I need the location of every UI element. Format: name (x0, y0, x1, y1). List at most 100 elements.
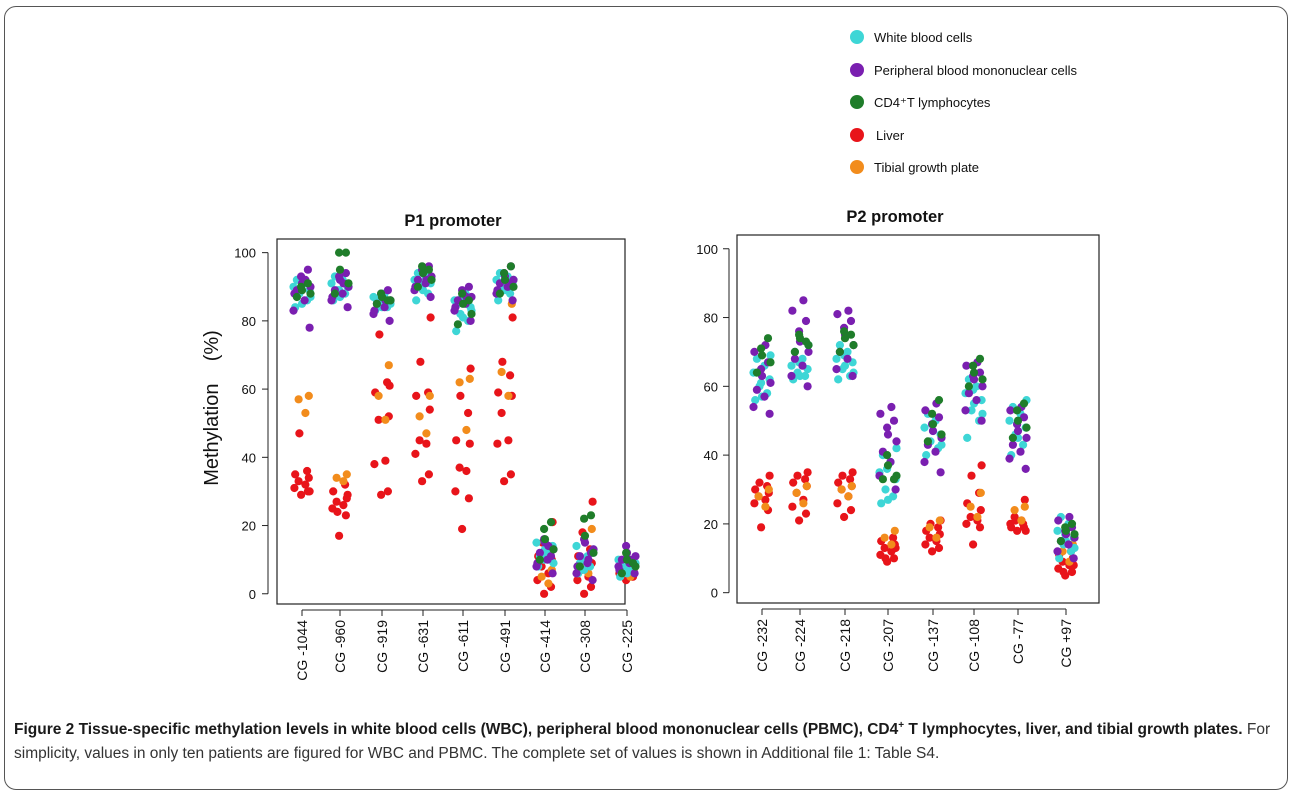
p2-data-point (1013, 526, 1022, 535)
p2-data-point (1070, 543, 1079, 553)
p2-data-point (840, 361, 850, 370)
p1-data-point (418, 477, 427, 486)
legend-item-pbmc: Peripheral blood mononuclear cells (850, 63, 1078, 78)
p1-data-point (413, 282, 422, 291)
p1-data-point (617, 569, 627, 578)
p2-y-tick-label: 100 (696, 242, 718, 257)
caption-title-sup: + (898, 720, 905, 731)
p2-data-point (832, 365, 841, 374)
p1-data-point (305, 323, 314, 332)
p2-data-point (976, 488, 985, 497)
p2-data-point (921, 540, 930, 549)
p2-data-point (975, 368, 985, 377)
p1-data-point (535, 555, 545, 564)
p2-x-tick-label: CG +97 (1058, 619, 1074, 668)
p1-data-point (465, 439, 474, 448)
p1-data-point (292, 292, 301, 302)
figure-frame (4, 6, 1288, 790)
p1-data-point (341, 248, 350, 257)
p1-data-point (370, 460, 379, 469)
p2-data-point (975, 523, 985, 532)
legend-marker-pbmc (850, 63, 864, 77)
p1-data-point (464, 408, 473, 418)
p2-data-point (763, 334, 773, 343)
p2-data-point (1005, 416, 1014, 425)
p1-data-point (335, 531, 344, 540)
p2-x-tick-label: CG -207 (880, 619, 896, 672)
p1-data-point (458, 289, 467, 298)
p1-data-point (464, 494, 473, 503)
p2-data-point (757, 523, 766, 532)
p2-x-tick-label: CG -224 (792, 619, 808, 672)
p1-data-point (548, 569, 557, 578)
p2-data-point (934, 413, 944, 422)
p2-y-tick-label: 60 (704, 379, 718, 394)
p1-data-point (339, 501, 348, 510)
p2-data-point (969, 540, 978, 549)
p2-data-point (1019, 440, 1028, 449)
p1-x-tick-label: CG -631 (415, 620, 431, 673)
p2-data-point (1011, 516, 1020, 525)
p2-data-point (843, 354, 852, 363)
p2-data-point (1008, 433, 1018, 442)
p2-data-point (801, 509, 811, 518)
p1-data-point (580, 514, 589, 523)
p1-data-point (453, 320, 462, 329)
p1-x-tick-label: CG -414 (537, 620, 553, 673)
p2-data-point (936, 468, 945, 477)
p2-points (749, 296, 1079, 580)
p2-data-point (977, 416, 986, 425)
p2-data-point (891, 485, 900, 494)
p1-data-point (546, 518, 556, 527)
p1-y-tick-label: 20 (242, 519, 256, 534)
p1-data-point (575, 552, 585, 561)
p1-y-tick-label: 80 (242, 314, 256, 329)
p1-data-point (540, 535, 550, 544)
p1-data-point (425, 391, 434, 400)
p1-data-point (301, 408, 310, 418)
p1-data-point (339, 477, 348, 486)
p1-data-point (589, 548, 598, 557)
p1-data-point (413, 275, 422, 284)
p1-data-point (572, 569, 581, 578)
p1-data-point (374, 391, 383, 400)
p2-data-point (887, 540, 896, 549)
p2-data-point (877, 499, 886, 508)
p2-y-tick-label: 80 (704, 311, 718, 326)
p1-data-point (622, 548, 631, 557)
p1-data-point (370, 306, 379, 315)
p2-data-point (804, 347, 813, 356)
p2-data-point (966, 512, 975, 522)
p1-x-tick-label: CG -225 (619, 620, 635, 673)
p2-data-point (883, 451, 892, 460)
p2-data-point (1019, 413, 1029, 422)
p1-data-point (451, 487, 460, 496)
p2-y-axis: 0 20 40 60 80 100 (696, 242, 730, 601)
p2-data-point (963, 433, 972, 442)
p2-data-point (844, 492, 853, 501)
p1-data-point (464, 282, 473, 291)
p2-data-point (761, 495, 770, 504)
p2-data-point (1022, 433, 1031, 442)
p2-data-point (757, 351, 767, 360)
p1-data-point (504, 436, 513, 445)
p1-data-point (303, 466, 312, 476)
p1-data-point (343, 303, 352, 312)
p1-x-axis: CG -1044 CG -960 CG -919 CG -631 CG -611 CG -… (294, 609, 635, 681)
p1-data-point (290, 483, 299, 493)
p2-data-point (751, 485, 760, 494)
p1-data-point (385, 381, 394, 390)
p1-data-point (628, 559, 638, 568)
p1-data-point (426, 292, 435, 302)
p2-data-point (1059, 567, 1068, 577)
p1-data-point (494, 296, 503, 305)
p1-data-point (380, 303, 389, 312)
p2-data-point (883, 495, 893, 504)
p2-data-point (801, 475, 810, 484)
p2-data-point (749, 402, 758, 412)
p1-data-point (508, 313, 517, 322)
p1-data-point (381, 415, 390, 424)
legend-item-tibial: Tibial growth plate (850, 160, 979, 175)
p2-data-point (802, 482, 811, 491)
p2-data-point (1070, 530, 1079, 539)
